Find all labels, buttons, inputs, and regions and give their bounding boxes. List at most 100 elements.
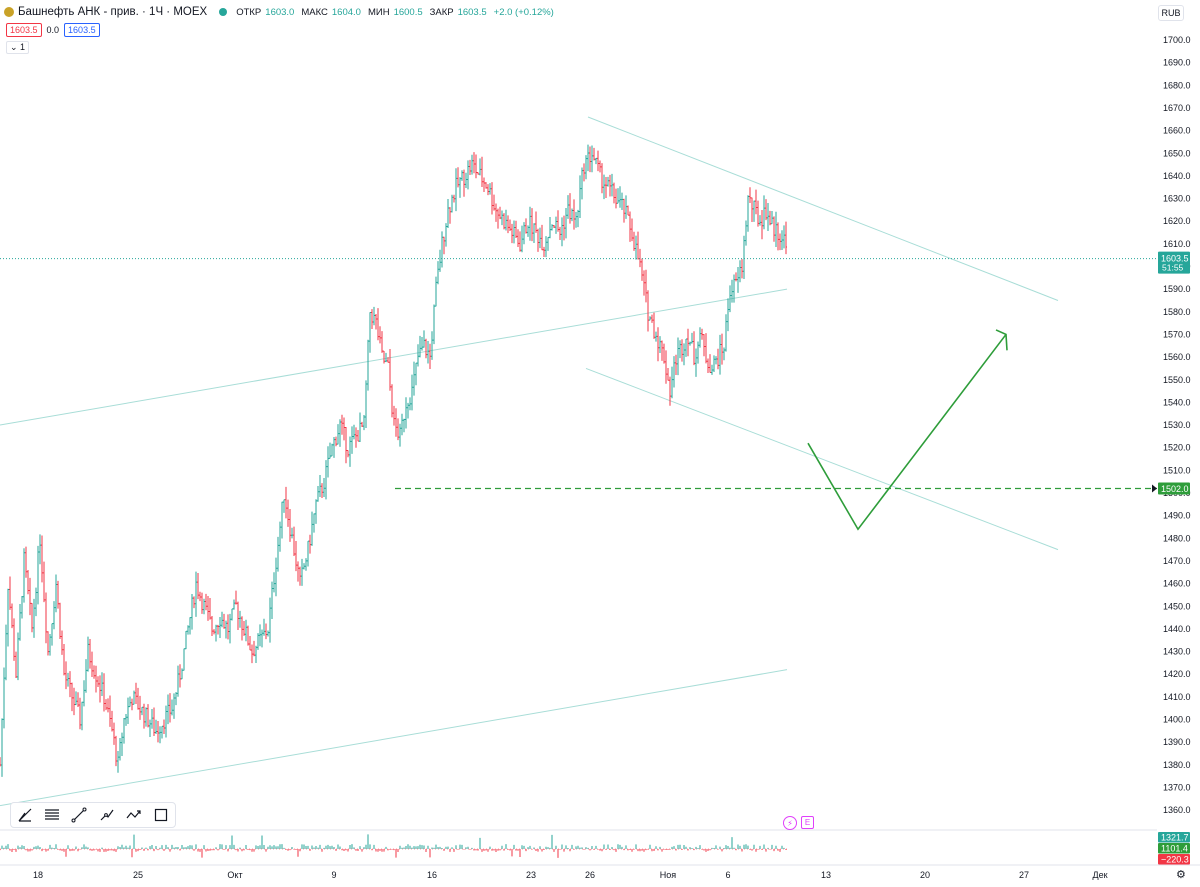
x-tick-label: Дек: [1092, 870, 1107, 880]
high-value: 1604.0: [331, 6, 361, 18]
spread-value: 0.0: [46, 25, 60, 35]
x-tick-label: 25: [133, 870, 143, 880]
trendline-resistance: [587, 116, 1059, 301]
trendline-support: [585, 367, 1059, 551]
ticker-logo-icon: [4, 7, 14, 17]
y-tick-label: 1590.0: [1163, 284, 1191, 294]
y-tick-label: 1550.0: [1163, 375, 1191, 385]
x-tick-label: 26: [585, 870, 595, 880]
line-icon[interactable]: [70, 806, 88, 824]
y-tick-label: 1560.0: [1163, 352, 1191, 362]
y-tick-label: 1680.0: [1163, 80, 1191, 90]
volume-tag-value: 1321.7: [1161, 833, 1189, 843]
path-icon[interactable]: [98, 806, 116, 824]
x-tick-label: 9: [331, 870, 336, 880]
x-tick-label: 20: [920, 870, 930, 880]
x-tick-label: 23: [526, 870, 536, 880]
y-tick-label: 1410.0: [1163, 692, 1191, 702]
y-tick-label: 1470.0: [1163, 556, 1191, 566]
volume-tag-bg: [1158, 843, 1190, 854]
high-label: МАКС: [301, 6, 328, 18]
indicators-toggle[interactable]: ⌄ 1: [6, 41, 30, 54]
arrow-path-icon[interactable]: [125, 806, 143, 824]
trend-angle-icon[interactable]: [16, 806, 34, 824]
y-tick-label: 1480.0: [1163, 533, 1191, 543]
y-tick-label: 1440.0: [1163, 624, 1191, 634]
y-tick-label: 1630.0: [1163, 194, 1191, 204]
x-tick-label: 6: [725, 870, 730, 880]
x-tick-label: Окт: [227, 870, 242, 880]
trendline-lower-channel: [0, 669, 788, 807]
trend-lines-layer: [0, 116, 1059, 807]
y-tick-label: 1450.0: [1163, 601, 1191, 611]
y-tick-label: 1380.0: [1163, 760, 1191, 770]
volume-tag-bg: [1158, 854, 1190, 865]
trade-pills: 1603.5 0.0 1603.5: [6, 23, 100, 37]
x-tick-label: Ноя: [660, 870, 677, 880]
y-tick-label: 1370.0: [1163, 782, 1191, 792]
y-tick-label: 1530.0: [1163, 420, 1191, 430]
x-tick-label: 27: [1019, 870, 1029, 880]
last-price-tag-value: 1603.5: [1161, 254, 1189, 264]
open-label: ОТКР: [236, 6, 262, 18]
last-price-tag-bg: [1158, 251, 1190, 274]
dividends-icon[interactable]: ⚡: [783, 816, 797, 830]
volume-tag-value: 1101.4: [1161, 844, 1188, 854]
annotations-layer: [0, 258, 1157, 531]
y-tick-label: 1360.0: [1163, 805, 1191, 815]
y-tick-label: 1690.0: [1163, 58, 1191, 68]
settings-gear-icon[interactable]: ⚙: [1176, 869, 1186, 881]
sell-pill[interactable]: 1603.5: [6, 23, 42, 37]
y-tick-label: 1400.0: [1163, 715, 1191, 725]
y-tick-label: 1700.0: [1163, 35, 1191, 45]
chart-header: Башнефть АНК - прив. · 1Ч · MOEX ОТКР 160…: [4, 4, 557, 20]
y-tick-label: 1520.0: [1163, 443, 1191, 453]
y-tick-label: 1650.0: [1163, 148, 1191, 158]
y-tick-label: 1570.0: [1163, 329, 1191, 339]
change-value: +2.0 (+0.12%): [493, 6, 554, 18]
y-tick-label: 1390.0: [1163, 737, 1191, 747]
x-tick-label: 13: [821, 870, 831, 880]
currency-button[interactable]: RUB: [1158, 5, 1184, 21]
earnings-icon[interactable]: E: [801, 816, 814, 829]
y-tick-label: 1660.0: [1163, 126, 1191, 136]
trendline-upper-channel: [0, 288, 788, 426]
support-tag-bg: [1158, 482, 1190, 495]
y-tick-label: 1420.0: [1163, 669, 1191, 679]
price-axis-bg: [1157, 0, 1200, 887]
y-tick-label: 1640.0: [1163, 171, 1191, 181]
forecast-path: [807, 333, 1007, 531]
y-tick-label: 1510.0: [1163, 465, 1191, 475]
candles-layer: [0, 144, 787, 777]
rectangle-icon[interactable]: [152, 806, 170, 824]
buy-pill[interactable]: 1603.5: [64, 23, 100, 37]
y-tick-label: 1460.0: [1163, 579, 1191, 589]
y-tick-label: 1620.0: [1163, 216, 1191, 226]
support-level-marker-icon: [1152, 484, 1157, 493]
volume-tag-bg: [1158, 832, 1190, 843]
market-status-icon: [219, 8, 228, 16]
volume-tag-value: −220.3: [1161, 855, 1189, 865]
x-tick-label: 16: [427, 870, 437, 880]
countdown-value: 51:55: [1162, 263, 1184, 273]
close-label: ЗАКР: [429, 6, 454, 18]
y-tick-label: 1540.0: [1163, 397, 1191, 407]
drawing-toolbar: [10, 802, 176, 828]
fib-icon[interactable]: [43, 806, 61, 824]
y-tick-label: 1430.0: [1163, 647, 1191, 657]
volume-layer: [0, 834, 788, 858]
event-icons: ⚡ E: [783, 816, 814, 830]
x-tick-label: 18: [33, 870, 43, 880]
y-tick-label: 1670.0: [1163, 103, 1191, 113]
y-tick-label: 1490.0: [1163, 511, 1191, 521]
chart-title[interactable]: Башнефть АНК - прив. · 1Ч · MOEX: [18, 6, 208, 18]
indicators-count: 1: [20, 42, 26, 52]
y-tick-label: 1580.0: [1163, 307, 1191, 317]
low-value: 1600.5: [393, 6, 423, 18]
low-label: МИН: [367, 6, 390, 18]
y-tick-label: 1610.0: [1163, 239, 1191, 249]
forecast-arrowhead: [995, 329, 1008, 351]
